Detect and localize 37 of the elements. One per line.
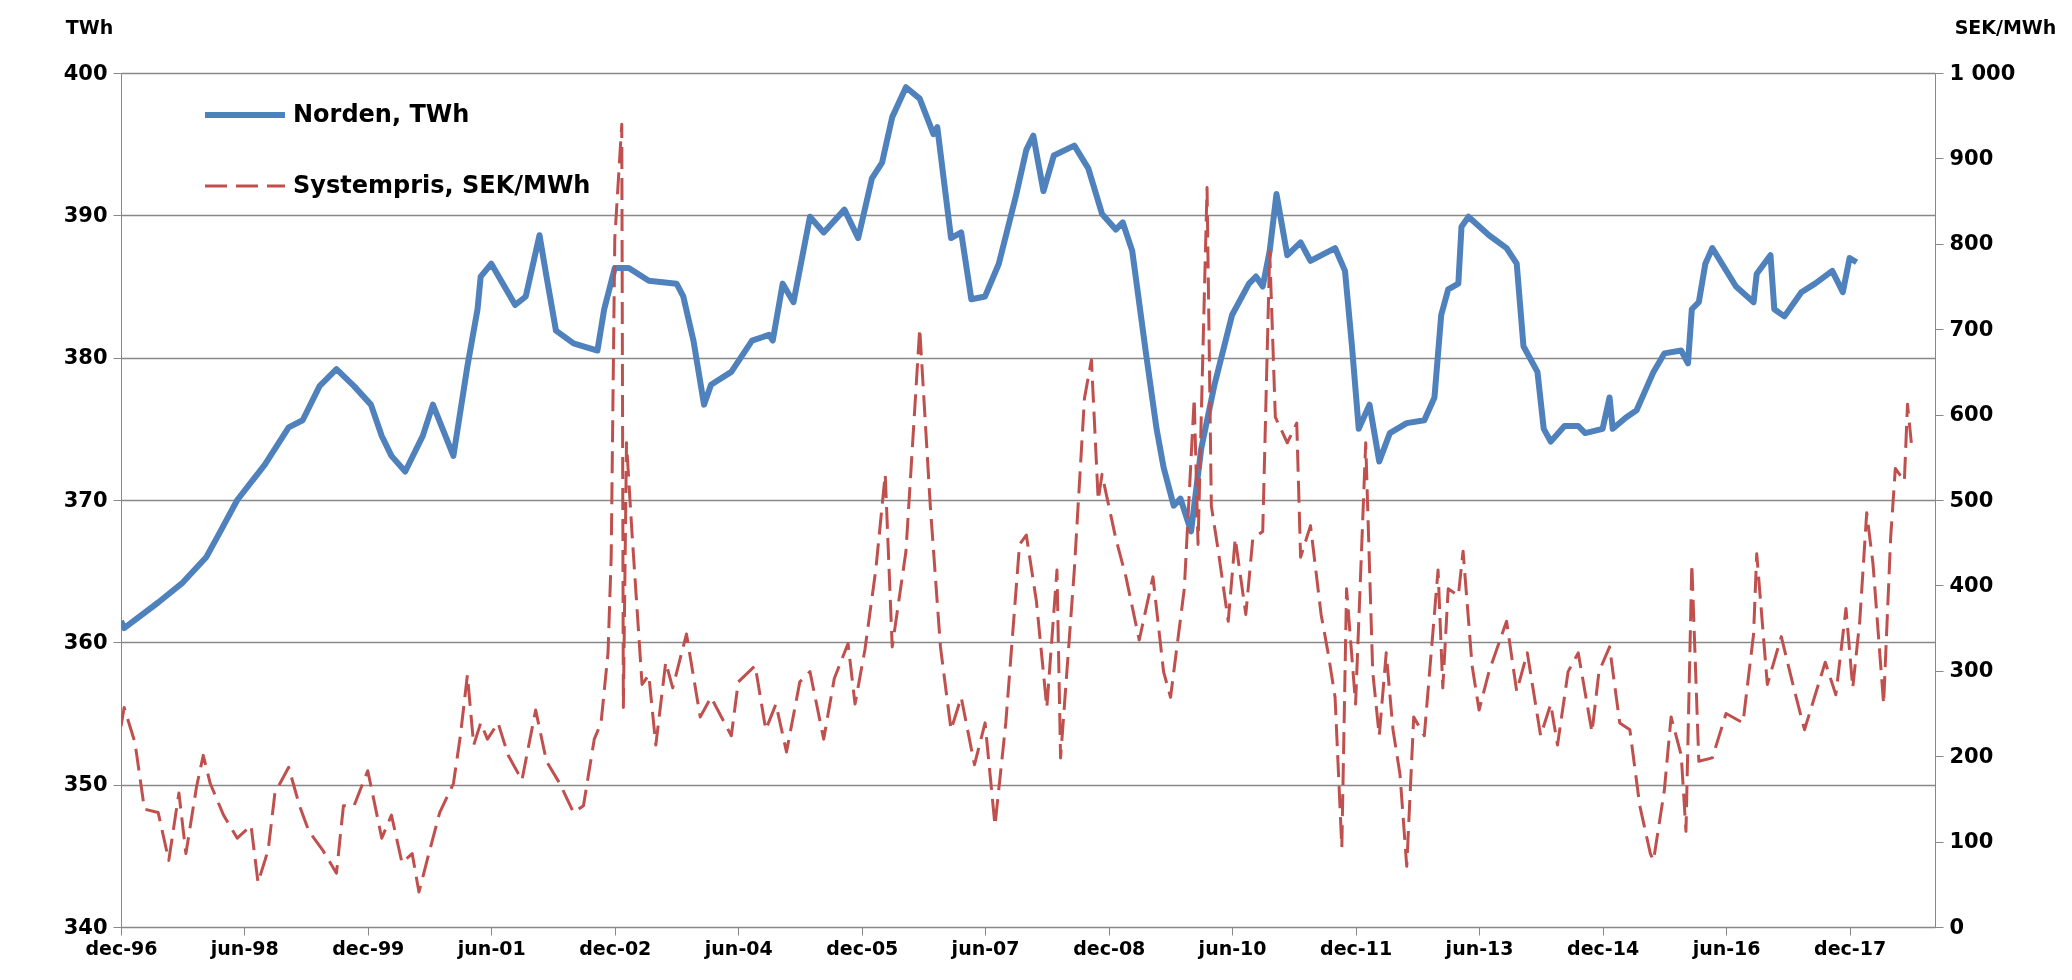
y2-tick-label: 900 (1949, 145, 1994, 170)
x-tick-label: dec-99 (332, 936, 405, 959)
x-tick-label: jun-16 (1691, 936, 1761, 959)
y2-tick-label: 600 (1949, 402, 1994, 427)
x-tick-label: dec-02 (579, 936, 652, 959)
y-tick-label: 390 (63, 202, 108, 227)
y-tick-label: 400 (63, 60, 108, 85)
x-tick-label: jun-04 (703, 936, 773, 959)
y-tick-label: 370 (63, 487, 108, 512)
y-tick-label: 350 (63, 772, 108, 797)
y2-axis-title: SEK/MWh (1954, 15, 2057, 38)
x-tick-label: dec-96 (85, 936, 158, 959)
x-tick-label: jun-10 (1197, 936, 1267, 959)
y2-tick-label: 300 (1949, 658, 1994, 683)
x-tick-label: dec-05 (826, 936, 899, 959)
y2-tick-label: 700 (1949, 316, 1994, 341)
x-tick-label: jun-07 (950, 936, 1020, 959)
x-tick-label: jun-13 (1444, 936, 1514, 959)
y-tick-label: 360 (63, 629, 108, 654)
x-tick-label: dec-08 (1073, 936, 1146, 959)
y2-tick-label: 800 (1949, 231, 1994, 256)
y2-tick-label: 200 (1949, 743, 1994, 768)
y-tick-label: 340 (63, 914, 108, 939)
y-tick-label: 380 (63, 345, 108, 370)
y2-tick-label: 100 (1949, 829, 1994, 854)
y-axis-title: TWh (65, 15, 114, 38)
y2-tick-label: 400 (1949, 572, 1994, 597)
y2-tick-label: 1 000 (1949, 60, 2016, 85)
legend-label: Norden, TWh (293, 100, 470, 128)
x-tick-label: jun-98 (209, 936, 279, 959)
x-tick-label: dec-17 (1814, 936, 1887, 959)
x-tick-label: jun-01 (456, 936, 526, 959)
x-tick-label: dec-14 (1567, 936, 1640, 959)
legend-label: Systempris, SEK/MWh (293, 171, 591, 199)
y2-tick-label: 0 (1949, 914, 1965, 939)
x-tick-label: dec-11 (1320, 936, 1393, 959)
y2-tick-label: 500 (1949, 487, 1994, 512)
